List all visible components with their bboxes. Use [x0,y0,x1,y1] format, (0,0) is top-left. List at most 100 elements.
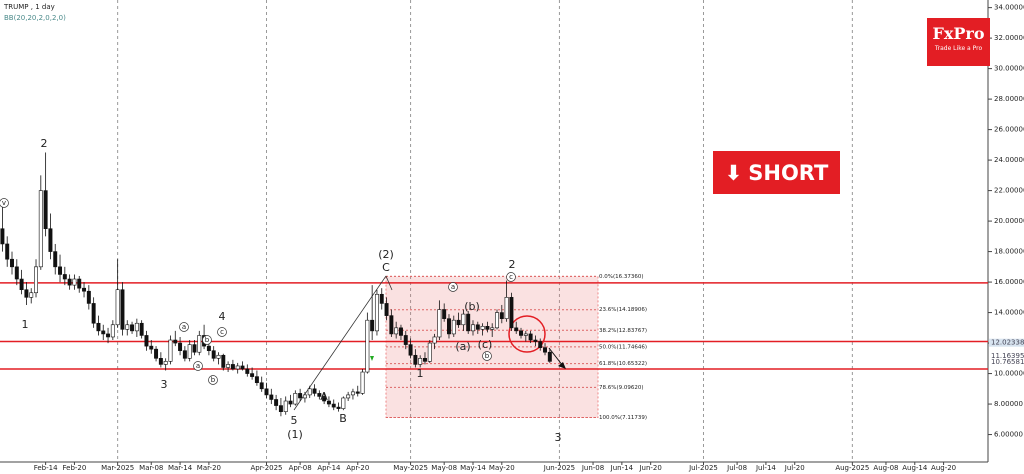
candle-body [206,345,211,351]
candle-body [427,342,432,362]
candle-body [418,358,423,365]
candle-body [466,313,471,332]
wave-label: (a) [455,340,470,353]
candle-body [230,364,235,370]
candle-body [245,368,250,374]
candle-body [125,324,130,330]
candle-body [422,358,427,362]
fib-label: 78.6%(9.09620) [599,385,644,391]
candle-body [307,388,312,396]
wave-label: B [339,412,347,425]
fib-label: 50.0%(11.74646) [599,344,647,350]
wave-label: b [485,352,490,360]
candle-body [48,228,53,252]
wave-label: C [382,261,390,274]
candle-body [475,324,480,330]
wave-circle [179,322,189,332]
wave-label: 2 [509,258,516,271]
logo-tagline: Trade Like a Pro [934,45,983,52]
x-tick-label: Feb-14 [34,464,58,472]
fib-label: 100.0%(7.11739) [599,415,647,421]
candle-body [528,333,533,341]
candle-body [456,319,461,326]
candle-body [519,330,523,336]
wave-label: (c) [478,338,493,351]
y-tick-label: 18.00000 [994,248,1024,256]
y-tick-label: 8.00000 [994,400,1023,408]
candle-body [130,324,135,332]
wave-circle [506,272,516,282]
candle-body [533,339,538,342]
candle-body [29,292,34,298]
wave-label: 3 [555,431,562,444]
candle-body [346,394,351,399]
candle-body [53,251,58,268]
candle-body [149,345,154,350]
candle-body [216,354,221,359]
candle-body [490,327,495,330]
candle-body [158,358,163,365]
logo-name: FxPro [932,24,985,43]
wave-label: (2) [378,248,394,261]
wave-label: 5 [291,414,298,427]
candle-body [134,322,139,332]
candle-body [447,318,451,335]
price-tag [989,338,1024,347]
wave-label: c [220,328,224,336]
candle-body [274,399,279,406]
x-tick-label: Apr-08 [289,464,312,472]
y-tick-label: 20.00000 [994,217,1024,225]
candle-body [326,400,331,405]
candle-body [302,394,307,399]
wave-circle [217,327,227,337]
candle-body [331,403,336,408]
y-tick-label: 26.00000 [994,126,1024,134]
candle-body [5,243,10,260]
x-tick-label: Jun-2025 [543,464,575,472]
candle-body [163,361,168,365]
x-tick-label: Mar-2025 [101,464,134,472]
candle-body [101,330,106,335]
y-tick-label: 6.00000 [994,431,1023,439]
fib-label: 23.6%(14.18906) [599,307,647,313]
candle-body [38,190,43,268]
x-tick-label: Jul-2025 [688,464,718,472]
candle-body [547,351,552,362]
candle-body [14,266,19,280]
candle-body [350,391,355,396]
candle-body [283,400,288,412]
y-tick-label: 22.00000 [994,187,1024,195]
wave-label: (b) [464,300,480,313]
wave-label: a [182,323,186,331]
candle-body [269,394,274,400]
candle-body [389,315,394,335]
candle-body [173,339,178,344]
wave-label: a [451,283,455,291]
x-tick-label: May-08 [431,464,457,472]
candle-body [451,319,456,335]
candle-body [538,341,543,348]
candle-body [379,293,384,304]
wave-label: (1) [287,428,303,441]
candle-body [499,312,504,319]
wave-label: 1 [22,318,29,331]
candle-body [288,400,293,405]
candle-body [187,344,192,359]
x-tick-label: Apr-2025 [251,464,283,472]
y-tick-label: 14.00000 [994,309,1024,317]
candle-body [77,278,82,289]
fib-label: 0.0%(16.37360) [599,274,644,280]
candle-body [24,289,29,298]
candle-body [67,278,72,286]
wave-label: b [211,376,216,384]
candle-body [442,309,447,319]
signal-arrow [370,356,374,361]
x-tick-label: Jun-20 [638,464,661,472]
candle-body [240,365,245,370]
candle-body [72,278,77,286]
candle-body [461,313,466,326]
candle-body [120,289,125,330]
wave-circle [448,282,458,292]
wave-circle [0,198,9,208]
